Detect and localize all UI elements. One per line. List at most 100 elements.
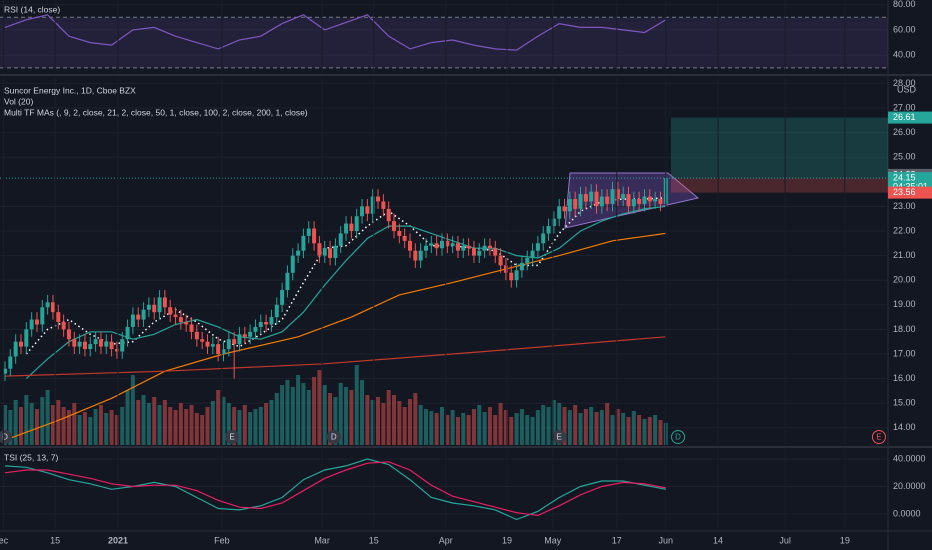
- candle-body: [226, 339, 231, 350]
- candle-body: [221, 349, 226, 354]
- candle-body: [525, 258, 530, 263]
- volume-bar: [88, 417, 93, 445]
- candle-body: [658, 199, 663, 204]
- candle-body: [408, 240, 413, 251]
- candle-body: [653, 199, 658, 202]
- candle-body: [45, 302, 50, 308]
- stop-zone: [671, 178, 888, 193]
- volume-bar: [637, 415, 642, 445]
- volume-bar: [461, 413, 466, 445]
- candle-body: [109, 341, 114, 350]
- volume-bar: [301, 383, 306, 445]
- target-zone: [671, 117, 888, 179]
- candle-body: [61, 322, 66, 330]
- countdown-label: 04:35:01: [893, 181, 928, 191]
- candle-body: [205, 341, 210, 347]
- y-tick-label: 18.00: [893, 324, 916, 334]
- candle-body: [530, 250, 535, 259]
- volume-bar: [120, 407, 125, 445]
- volume-bar: [429, 411, 434, 445]
- y-tick-label: 20.0000: [893, 481, 926, 491]
- candle-body: [168, 307, 173, 315]
- y-tick-label: 20.00: [893, 275, 916, 285]
- candle-body: [253, 326, 258, 332]
- y-tick-label: 22.00: [893, 225, 916, 235]
- volume-bar: [599, 410, 604, 445]
- volume-bar: [455, 417, 460, 445]
- y-tick-label: 0.0000: [893, 508, 921, 518]
- volume-bar: [626, 417, 631, 445]
- volume-bar: [573, 405, 578, 445]
- volume-bar: [589, 407, 594, 445]
- volume-bar: [514, 413, 519, 445]
- volume-bar: [168, 407, 173, 445]
- volume-bar: [312, 377, 317, 445]
- candle-body: [509, 272, 514, 281]
- x-tick-label: May: [544, 535, 562, 545]
- candle-body: [626, 194, 631, 207]
- candle-body: [290, 255, 295, 273]
- candle-body: [200, 339, 205, 342]
- moving-average: [25, 197, 666, 355]
- volume-bar: [610, 415, 615, 445]
- candle-body: [338, 233, 343, 246]
- y-tick-label: 19.00: [893, 299, 916, 309]
- candle-body: [157, 297, 162, 313]
- volume-bar: [423, 409, 428, 445]
- candle-body: [434, 243, 439, 249]
- y-tick-label: 60.00: [893, 24, 916, 34]
- candle-body: [567, 199, 572, 212]
- volume-bar: [397, 401, 402, 445]
- candle-body: [18, 341, 23, 347]
- candle-body: [136, 314, 141, 320]
- candle-body: [210, 344, 215, 347]
- y-tick-label: 23.00: [893, 201, 916, 211]
- volume-bar: [503, 410, 508, 445]
- x-tick-label: Jul: [779, 535, 791, 545]
- candle-body: [455, 243, 460, 251]
- event-marker: [225, 430, 240, 444]
- event-label: E: [557, 433, 562, 442]
- candle-body: [237, 334, 242, 345]
- candle-body: [583, 194, 588, 202]
- volume-bar: [605, 403, 610, 445]
- candle-body: [365, 206, 370, 214]
- volume-bar: [50, 405, 55, 445]
- volume-bar: [18, 407, 23, 445]
- candle-body: [519, 262, 524, 271]
- candle-body: [296, 250, 301, 256]
- y-tick-label: 14.00: [893, 422, 916, 432]
- y-tick-label: 80.00: [893, 0, 916, 9]
- candle-body: [312, 228, 317, 244]
- y-tick-label: 21.00: [893, 250, 916, 260]
- volume-bar: [445, 415, 450, 445]
- volume-bar: [178, 403, 183, 445]
- candle-body: [114, 349, 119, 352]
- volume-bar: [136, 400, 141, 445]
- candle-body: [184, 322, 189, 325]
- volume-bar: [210, 401, 215, 445]
- volume-bar: [13, 400, 18, 445]
- candle-body: [93, 339, 98, 345]
- event-marker: [671, 430, 686, 444]
- indicator-line: [4, 458, 666, 521]
- volume-bar: [450, 410, 455, 445]
- candle-body: [429, 243, 434, 246]
- volume-bar: [594, 412, 599, 445]
- y-tick-label: 16.00: [893, 373, 916, 383]
- candle-body: [482, 245, 487, 251]
- volume-bar: [583, 409, 588, 445]
- candle-body: [578, 194, 583, 209]
- volume-bar: [647, 417, 652, 445]
- candle-body: [88, 344, 93, 350]
- price-tag-label: 26.61: [893, 112, 916, 122]
- candle-body: [477, 250, 482, 256]
- volume-bar: [162, 400, 167, 445]
- volume-bar: [296, 375, 301, 445]
- volume-bar: [392, 395, 397, 445]
- event-label: D: [2, 433, 8, 442]
- volume-bar: [386, 390, 391, 445]
